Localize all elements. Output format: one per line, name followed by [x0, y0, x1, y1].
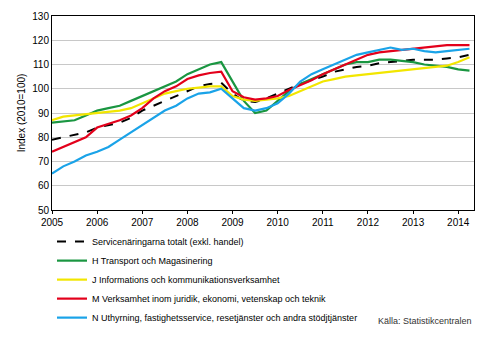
svg-text:2011: 2011 — [312, 217, 334, 228]
svg-text:80: 80 — [38, 132, 50, 143]
svg-text:70: 70 — [38, 156, 50, 167]
svg-text:2014: 2014 — [447, 217, 470, 228]
svg-text:2008: 2008 — [176, 217, 199, 228]
svg-text:H Transport och Magasinering: H Transport och Magasinering — [92, 256, 213, 266]
svg-text:50: 50 — [38, 205, 50, 216]
svg-text:120: 120 — [32, 35, 49, 46]
svg-text:60: 60 — [38, 180, 50, 191]
svg-text:2007: 2007 — [131, 217, 154, 228]
svg-text:100: 100 — [32, 83, 49, 94]
svg-text:110: 110 — [33, 59, 49, 70]
svg-text:Index (2010=100): Index (2010=100) — [16, 74, 27, 153]
svg-text:Servicenäringarna totalt (exkl: Servicenäringarna totalt (exkl. handel) — [92, 237, 244, 247]
svg-text:2009: 2009 — [221, 217, 244, 228]
svg-text:J Informations och kommunikati: J Informations och kommunikationsverksam… — [92, 275, 280, 285]
svg-text:2006: 2006 — [86, 217, 109, 228]
svg-text:2010: 2010 — [267, 217, 290, 228]
svg-text:2013: 2013 — [402, 217, 425, 228]
svg-text:M Verksamhet inom juridik, eko: M Verksamhet inom juridik, ekonomi, vete… — [92, 294, 326, 304]
svg-text:N Uthyrning, fastighetsservice: N Uthyrning, fastighetsservice, resetjän… — [92, 313, 357, 323]
svg-text:Källa: Statistikcentralen: Källa: Statistikcentralen — [378, 316, 472, 326]
svg-text:2012: 2012 — [357, 217, 380, 228]
svg-text:2005: 2005 — [41, 217, 64, 228]
svg-text:90: 90 — [38, 108, 50, 119]
svg-text:130: 130 — [32, 11, 49, 22]
